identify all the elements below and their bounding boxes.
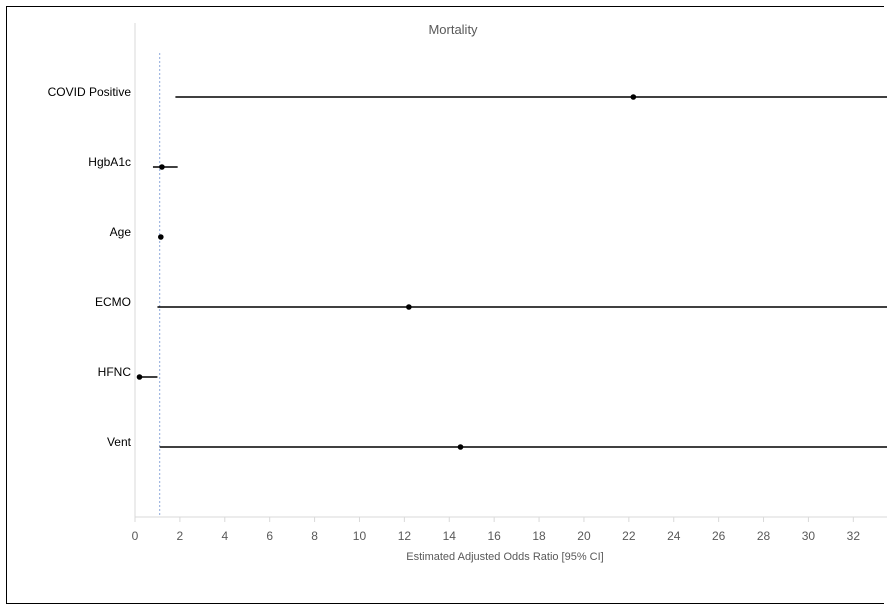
forest-row: Vent [107, 435, 887, 450]
point-estimate [457, 444, 464, 450]
row-label: HgbA1c [88, 155, 131, 169]
point-estimate [630, 94, 637, 100]
x-tick-label: 4 [221, 529, 228, 543]
point-estimate [406, 304, 412, 310]
x-tick-label: 28 [757, 529, 771, 543]
x-tick-label: 26 [712, 529, 726, 543]
x-tick-label: 0 [132, 529, 139, 543]
chart-frame [6, 6, 884, 604]
x-tick-label: 12 [398, 529, 412, 543]
x-tick-label: 6 [266, 529, 273, 543]
x-tick-label: 8 [311, 529, 318, 543]
x-tick-label: 24 [667, 529, 681, 543]
x-tick-label: 22 [622, 529, 636, 543]
x-tick-label: 18 [532, 529, 546, 543]
row-label: Age [110, 225, 132, 239]
row-label: ECMO [95, 295, 131, 309]
row-label: COVID Positive [48, 85, 132, 99]
forest-row: HFNC [98, 365, 158, 380]
point-estimate [159, 164, 165, 170]
x-tick-label: 20 [577, 529, 591, 543]
x-tick-label: 2 [177, 529, 184, 543]
row-label: HFNC [98, 365, 132, 379]
x-tick-label: 30 [802, 529, 816, 543]
row-label: Vent [107, 435, 132, 449]
forest-row: HgbA1c [88, 155, 178, 170]
x-axis-title: Estimated Adjusted Odds Ratio [95% CI] [406, 551, 604, 563]
forest-row: COVID Positive [48, 85, 887, 100]
point-estimate [158, 234, 164, 240]
data-rows: COVID Positive HgbA1c Age ECMO HFNC Vent [48, 85, 887, 450]
x-tick-label: 10 [353, 529, 367, 543]
point-estimate [136, 374, 143, 380]
forest-row: Age [110, 225, 164, 240]
x-tick-label: 32 [847, 529, 861, 543]
x-tick-label: 14 [443, 529, 457, 543]
x-axis: 0 2 4 6 8 10 12 14 16 18 20 22 24 26 28 30 32 [132, 516, 887, 543]
x-tick-label: 16 [487, 529, 501, 543]
forest-row: ECMO [95, 295, 887, 310]
chart-title: Mortality [428, 22, 478, 37]
